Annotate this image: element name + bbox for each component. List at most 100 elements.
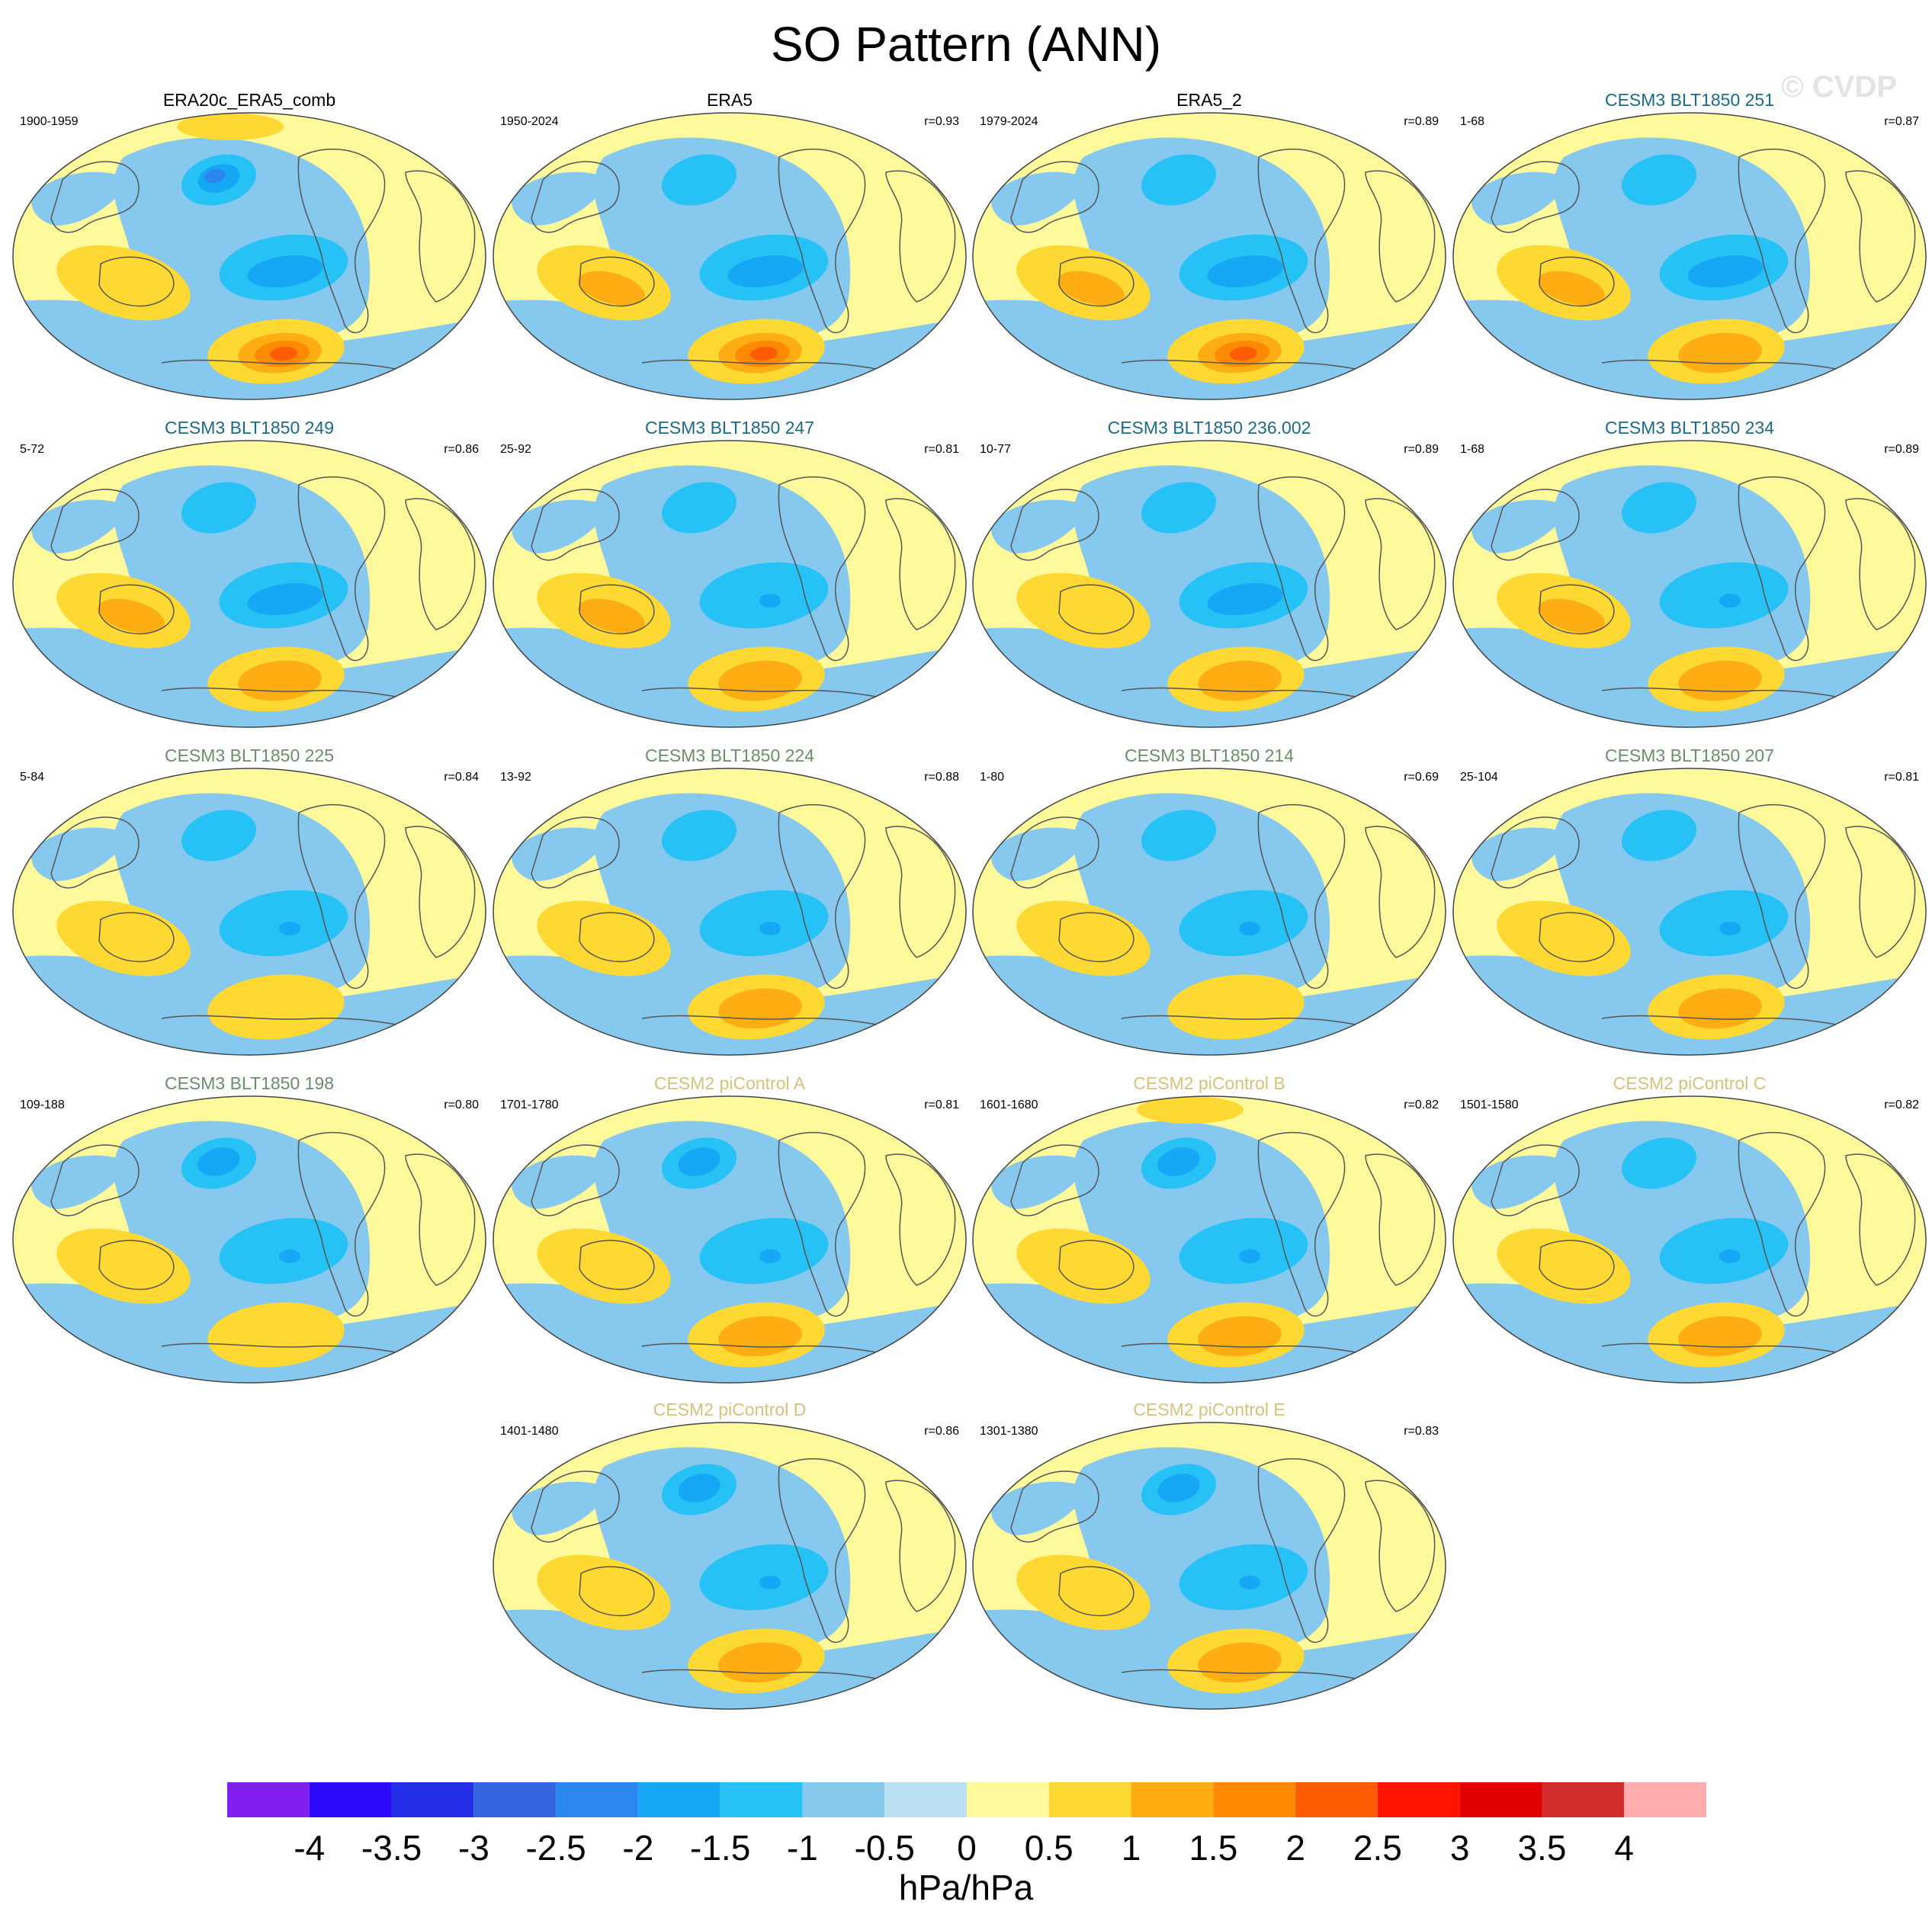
- panel-period: 1-80: [980, 771, 1005, 784]
- panel-title: CESM3 BLT1850 207: [1604, 746, 1775, 765]
- coastline: [778, 1458, 866, 1644]
- globe-outline: [12, 768, 486, 1056]
- panel-title: CESM3 BLT1850 225: [164, 746, 335, 765]
- globe-outline: [12, 112, 486, 400]
- coastline: [579, 584, 655, 635]
- coastline: [297, 1131, 386, 1317]
- negative-region: [512, 1155, 611, 1209]
- coastline: [1845, 826, 1916, 958]
- south-high: [207, 974, 345, 1040]
- australia-high-core: [1538, 271, 1605, 306]
- australia-high: [56, 245, 191, 321]
- globe-map: [12, 112, 486, 400]
- panel-period: 13-92: [500, 771, 531, 784]
- coastline: [1121, 1669, 1382, 1685]
- coastline: [1058, 1240, 1134, 1291]
- coastline: [641, 1342, 902, 1358]
- australia-high: [1497, 1228, 1631, 1304]
- south-pacific-low-core: [1719, 1249, 1741, 1263]
- coastline: [1257, 476, 1346, 662]
- north-pacific-low: [1621, 154, 1697, 206]
- colorbar-box: [227, 1782, 310, 1817]
- south-pacific-low-core: [1687, 255, 1764, 287]
- coastline: [1601, 687, 1862, 703]
- coastline: [1539, 1240, 1615, 1291]
- globe-map: [12, 440, 486, 728]
- coastline: [1365, 826, 1436, 958]
- coastline: [98, 256, 175, 307]
- map-panel: CESM3 BLT1850 198 109-188 r=0.80: [9, 1072, 489, 1384]
- north-pacific-low: [1141, 810, 1217, 861]
- panel-correlation: r=0.84: [444, 771, 479, 784]
- australia-high-core: [578, 598, 645, 633]
- map-panel: CESM2 piControl D 1401-1480 r=0.86: [489, 1398, 970, 1710]
- south-pacific-low-core: [759, 922, 781, 935]
- panel-correlation: r=0.69: [1404, 771, 1439, 784]
- coastline: [1491, 816, 1580, 889]
- negative-region: [31, 499, 132, 553]
- south-pacific-low-core: [247, 255, 323, 287]
- map-panel: ERA5_2 1979-2024 r=0.89: [969, 88, 1449, 400]
- south-pacific-low-core: [1239, 922, 1260, 935]
- panel-correlation: r=0.93: [924, 115, 959, 128]
- map-panel: CESM3 BLT1850 247 25-92 r=0.81: [489, 416, 970, 728]
- north-pacific-low-core: [1157, 1147, 1200, 1176]
- negative-region: [1471, 499, 1571, 553]
- globe-outline: [1452, 440, 1927, 728]
- globe-map: [493, 1422, 967, 1710]
- colorbar-tick-label: -3: [458, 1828, 489, 1866]
- colorbar-tick-label: 3.5: [1517, 1828, 1566, 1866]
- negative-region: [31, 172, 132, 226]
- south-high-core: [1230, 346, 1257, 361]
- australia-high: [1016, 572, 1151, 649]
- panel-title: CESM2 piControl D: [653, 1400, 807, 1419]
- panel-title: CESM3 BLT1850 214: [1124, 746, 1295, 765]
- coastline: [1491, 1144, 1580, 1217]
- map-panel: CESM2 piControl E 1301-1380 r=0.83: [969, 1398, 1449, 1710]
- australia-high: [1016, 900, 1151, 977]
- coastline: [1365, 1480, 1436, 1612]
- coastline: [50, 816, 140, 889]
- colorbar-tick-label: 0.5: [1025, 1828, 1074, 1866]
- panel-period: 5-84: [20, 771, 45, 784]
- colorbar-box: [1542, 1782, 1625, 1817]
- coastline: [1010, 1470, 1099, 1543]
- panel-title: ERA5_2: [1176, 90, 1242, 110]
- panel-title: ERA20c_ERA5_comb: [162, 90, 336, 110]
- globe-outline: [1452, 112, 1927, 400]
- coastline: [1010, 1144, 1099, 1217]
- globe-map: [1452, 440, 1927, 728]
- colorbar-box: [1624, 1782, 1706, 1817]
- north-pacific-low: [1141, 154, 1217, 206]
- panel-period: 25-104: [1460, 771, 1498, 784]
- coastline: [1058, 256, 1134, 307]
- south-high-core: [270, 346, 297, 361]
- coastline: [778, 803, 866, 989]
- coastline: [161, 1342, 422, 1358]
- australia-high: [56, 900, 191, 977]
- globe-map: [972, 112, 1446, 400]
- coastline: [641, 359, 902, 375]
- globe-outline: [12, 1095, 486, 1384]
- panel-title: CESM3 BLT1850 247: [644, 418, 815, 438]
- negative-region: [991, 827, 1091, 881]
- coastline: [1738, 803, 1826, 989]
- map-panel: ERA5 1950-2024 r=0.93: [489, 88, 970, 400]
- coastline: [297, 476, 386, 662]
- coastline: [1601, 1015, 1862, 1031]
- globe-map: [493, 1095, 967, 1384]
- panel-period: 1601-1680: [980, 1098, 1038, 1111]
- australia-high: [537, 1228, 671, 1304]
- negative-region: [1471, 172, 1571, 226]
- coastline: [531, 161, 620, 233]
- colorbar-tick-label: -3.5: [361, 1828, 422, 1866]
- map-panel: CESM3 BLT1850 249 5-72 r=0.86: [9, 416, 489, 728]
- coastline: [1058, 584, 1134, 635]
- panel-correlation: r=0.81: [1884, 771, 1919, 784]
- negative-region: [1471, 1155, 1571, 1209]
- coastline: [405, 826, 476, 958]
- panel-period: 10-77: [980, 443, 1011, 456]
- globe-map: [972, 768, 1446, 1056]
- colorbar-box: [967, 1782, 1049, 1817]
- colorbar-box: [802, 1782, 885, 1817]
